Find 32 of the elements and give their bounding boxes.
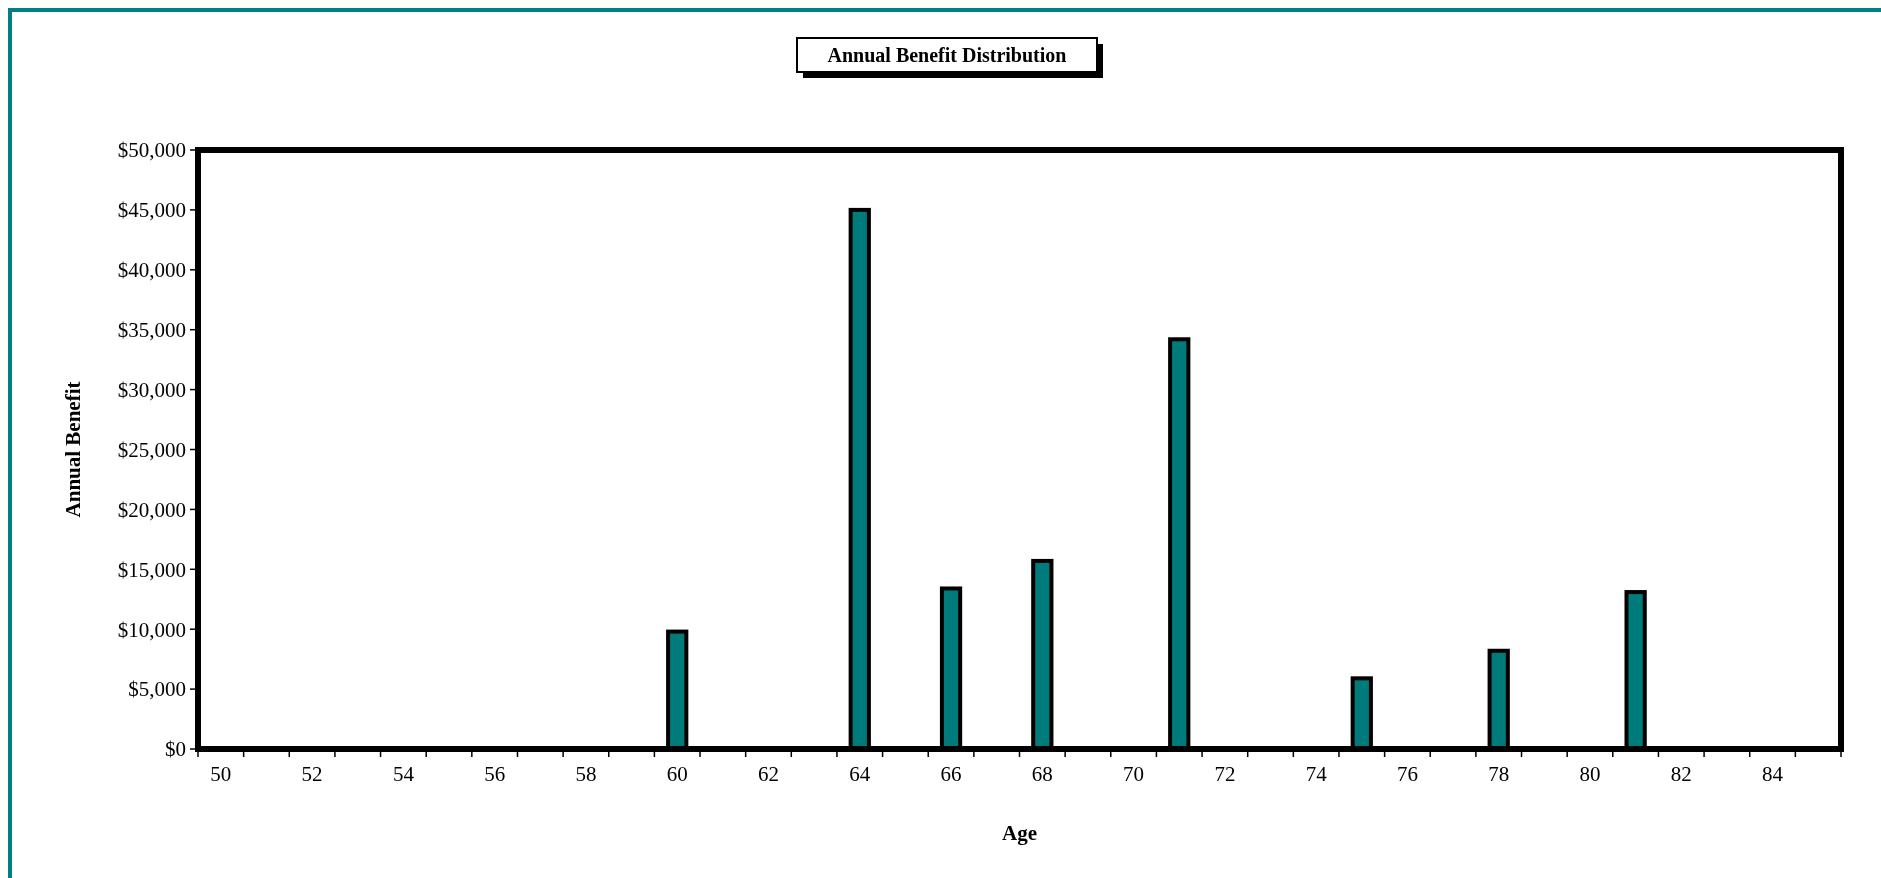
x-tick-label: 54 (392, 762, 415, 786)
y-tick-label: $15,000 (117, 557, 186, 582)
y-tick-label: $25,000 (117, 437, 186, 462)
x-tick-label: 52 (301, 762, 323, 786)
x-tick-label: 64 (849, 762, 871, 786)
x-tick-label: 56 (484, 762, 506, 786)
x-tick-label: 50 (210, 762, 232, 786)
x-tick-label: 78 (1488, 762, 1510, 786)
y-tick-label: $10,000 (117, 617, 186, 642)
x-tick-label: 72 (1214, 762, 1236, 786)
x-tick-label: 62 (757, 762, 779, 786)
x-tick-label: 82 (1670, 762, 1692, 786)
y-tick-label: $50,000 (117, 138, 186, 163)
y-tick-label: $30,000 (117, 377, 186, 402)
x-tick-label: 76 (1396, 762, 1418, 786)
x-tick-label: 74 (1305, 762, 1328, 786)
x-tick-label: 60 (666, 762, 688, 786)
y-tick-label: $40,000 (117, 258, 186, 283)
y-axis-title: Annual Benefit (61, 381, 85, 518)
y-tick-label: $35,000 (117, 318, 186, 343)
y-tick-label: $20,000 (117, 497, 186, 522)
x-tick-label: 66 (940, 762, 962, 786)
chart-title: Annual Benefit Distribution (827, 44, 1067, 66)
y-tick-label: $45,000 (117, 198, 186, 223)
x-axis-title: Age (1002, 821, 1037, 845)
y-tick-label: $5,000 (128, 677, 186, 702)
y-tick-label: $0 (165, 737, 186, 762)
x-tick-label: 68 (1031, 762, 1053, 786)
x-tick-label: 70 (1123, 762, 1145, 786)
x-tick-label: 84 (1762, 762, 1784, 786)
x-tick-label: 58 (575, 762, 597, 786)
x-tick-label: 80 (1579, 762, 1601, 786)
